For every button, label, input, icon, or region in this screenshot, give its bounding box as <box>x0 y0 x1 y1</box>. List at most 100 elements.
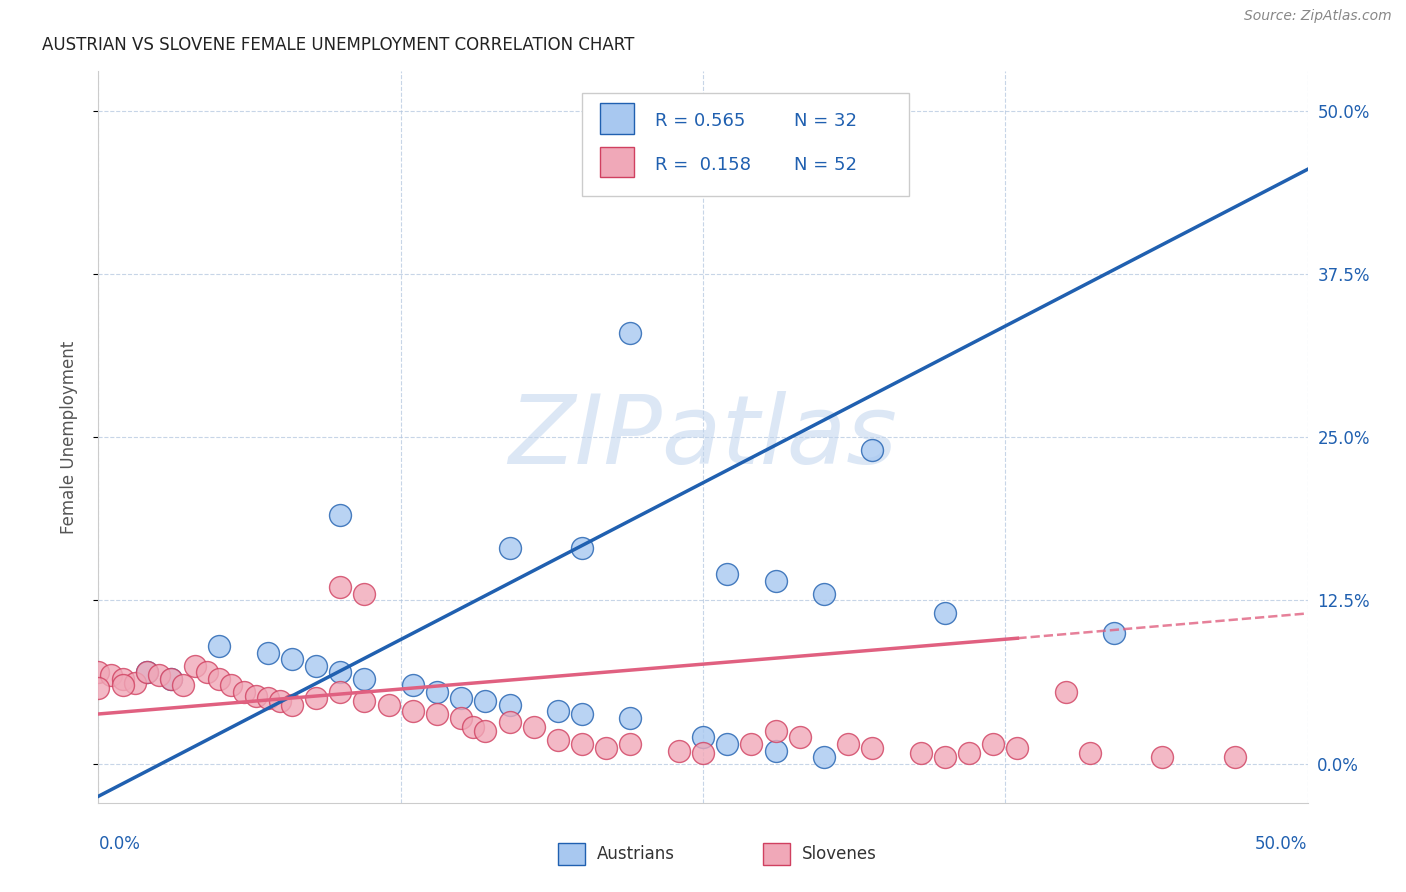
Point <box>860 740 883 755</box>
Point <box>789 731 811 745</box>
Point <box>402 705 425 719</box>
Text: Slovenes: Slovenes <box>803 845 877 863</box>
Point <box>135 665 157 680</box>
Point <box>716 567 738 582</box>
FancyBboxPatch shape <box>600 146 634 178</box>
Point <box>329 665 352 680</box>
Point <box>256 691 278 706</box>
Point <box>172 678 194 692</box>
Point <box>1078 746 1101 760</box>
Point <box>813 750 835 764</box>
FancyBboxPatch shape <box>600 103 634 134</box>
Point <box>498 698 520 712</box>
Point <box>377 698 399 712</box>
FancyBboxPatch shape <box>763 843 790 865</box>
Point <box>498 541 520 555</box>
Point <box>692 731 714 745</box>
Text: 50.0%: 50.0% <box>1256 836 1308 854</box>
Point <box>184 658 207 673</box>
Point <box>329 580 352 594</box>
Point <box>692 746 714 760</box>
Point <box>232 685 254 699</box>
Point <box>619 737 641 751</box>
FancyBboxPatch shape <box>558 843 585 865</box>
Point <box>619 711 641 725</box>
Point <box>281 652 304 666</box>
Text: R =  0.158: R = 0.158 <box>655 156 751 174</box>
Point <box>619 326 641 340</box>
Text: N = 32: N = 32 <box>793 112 856 130</box>
Text: 0.0%: 0.0% <box>98 836 141 854</box>
Point <box>571 737 593 751</box>
Text: Austrians: Austrians <box>596 845 675 863</box>
Point <box>981 737 1004 751</box>
Point <box>160 672 183 686</box>
Point <box>765 574 787 588</box>
Point <box>450 711 472 725</box>
Point <box>765 723 787 738</box>
Point <box>450 691 472 706</box>
Point <box>221 678 243 692</box>
Point <box>148 667 170 681</box>
Point <box>87 665 110 680</box>
Point <box>1152 750 1174 764</box>
Point <box>111 672 134 686</box>
Text: AUSTRIAN VS SLOVENE FEMALE UNEMPLOYMENT CORRELATION CHART: AUSTRIAN VS SLOVENE FEMALE UNEMPLOYMENT … <box>42 36 634 54</box>
Point <box>402 678 425 692</box>
Point <box>353 587 375 601</box>
Text: Source: ZipAtlas.com: Source: ZipAtlas.com <box>1244 9 1392 23</box>
Point <box>329 685 352 699</box>
Point <box>1007 740 1029 755</box>
Point <box>256 646 278 660</box>
Point <box>765 743 787 757</box>
Point <box>100 667 122 681</box>
Point <box>740 737 762 751</box>
Point <box>595 740 617 755</box>
Point <box>305 658 328 673</box>
Point <box>353 672 375 686</box>
Point <box>547 733 569 747</box>
Point <box>716 737 738 751</box>
Point <box>135 665 157 680</box>
Point <box>668 743 690 757</box>
Point <box>934 750 956 764</box>
Point <box>195 665 218 680</box>
Point <box>463 720 485 734</box>
Point <box>523 720 546 734</box>
Text: ZIPatlas: ZIPatlas <box>509 391 897 483</box>
Point <box>813 587 835 601</box>
Point <box>281 698 304 712</box>
Point <box>644 103 666 118</box>
FancyBboxPatch shape <box>582 94 908 195</box>
Point <box>474 723 496 738</box>
Point <box>498 714 520 729</box>
Point <box>474 694 496 708</box>
Point <box>160 672 183 686</box>
Point <box>837 737 859 751</box>
Point <box>245 689 267 703</box>
Point <box>269 694 291 708</box>
Point <box>124 675 146 690</box>
Point <box>957 746 980 760</box>
Point <box>87 681 110 695</box>
Text: N = 52: N = 52 <box>793 156 856 174</box>
Point <box>1054 685 1077 699</box>
Point <box>208 672 231 686</box>
Point <box>547 705 569 719</box>
Point <box>1223 750 1246 764</box>
Point <box>329 508 352 523</box>
Point <box>910 746 932 760</box>
Point <box>305 691 328 706</box>
Point <box>860 443 883 458</box>
Y-axis label: Female Unemployment: Female Unemployment <box>59 341 77 533</box>
Point <box>1102 626 1125 640</box>
Point <box>426 706 449 721</box>
Point <box>571 541 593 555</box>
Point <box>426 685 449 699</box>
Point <box>934 607 956 621</box>
Point <box>111 678 134 692</box>
Point <box>353 694 375 708</box>
Point <box>571 706 593 721</box>
Point <box>208 639 231 653</box>
Text: R = 0.565: R = 0.565 <box>655 112 745 130</box>
